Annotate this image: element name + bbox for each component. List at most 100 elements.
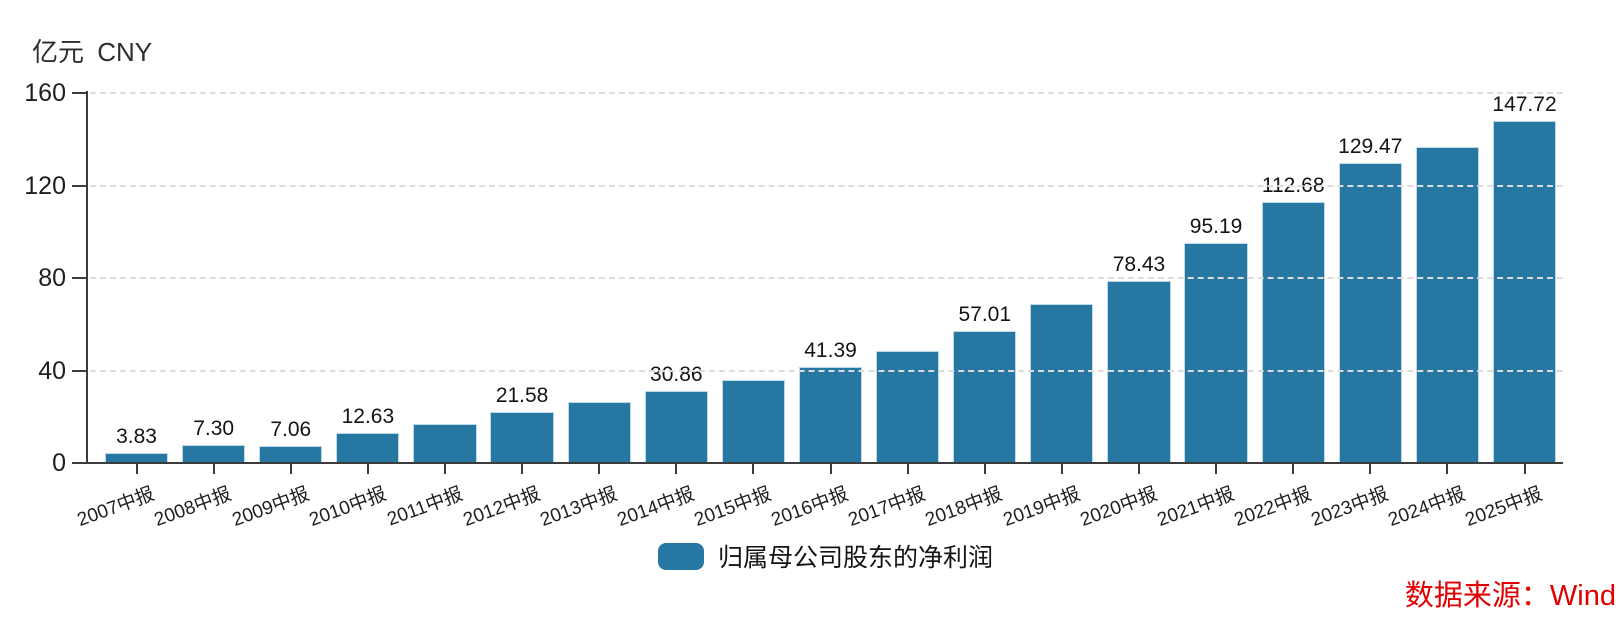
x-axis-tick xyxy=(1369,462,1372,474)
x-axis-tick xyxy=(135,462,138,474)
x-axis-tick xyxy=(366,462,369,474)
bar-2025中报 xyxy=(1492,121,1557,462)
bar-2014中报 xyxy=(644,390,708,462)
bar-value-label: 57.01 xyxy=(958,302,1012,326)
bar-2017中报 xyxy=(876,351,940,462)
x-axis-tick-label: 2016中报 xyxy=(768,483,852,531)
x-axis-tick xyxy=(906,462,909,474)
legend-swatch xyxy=(657,542,704,570)
bar-slot-2008中报: 7.30 2008中报 xyxy=(152,93,252,531)
y-axis-tick xyxy=(72,277,88,279)
x-axis-tick xyxy=(212,462,215,474)
bar-2020中报 xyxy=(1107,281,1171,462)
bar-slot-2018中报: 57.01 2018中报 xyxy=(923,93,1023,531)
y-axis-tick-label: 120 xyxy=(24,171,66,200)
bar-slot-2013中报: 2013中报 xyxy=(537,93,638,531)
x-axis-tick-label: 2018中报 xyxy=(923,483,1006,531)
gridline-80 xyxy=(90,277,1563,279)
y-axis-tick xyxy=(72,369,88,372)
y-axis-tick-label: 0 xyxy=(52,449,66,477)
bar-2021中报 xyxy=(1184,242,1248,462)
bar-2018中报 xyxy=(953,330,1017,462)
x-axis-tick-label: 2007中报 xyxy=(74,483,158,531)
x-axis-tick xyxy=(1292,462,1295,474)
x-axis-tick-label: 2022中报 xyxy=(1231,483,1315,531)
x-axis-tick-label: 2017中报 xyxy=(845,483,929,531)
bar-slot-2023中报: 129.47 2023中报 xyxy=(1309,93,1409,531)
bar-slot-2024中报: 2024中报 xyxy=(1386,93,1486,531)
x-axis-tick-label: 2024中报 xyxy=(1385,483,1469,531)
legend: 归属母公司股东的净利润 xyxy=(88,538,1563,574)
y-axis-tick xyxy=(72,184,88,187)
y-axis-tick-label: 160 xyxy=(24,79,66,107)
bar-2012中报 xyxy=(490,412,554,462)
x-axis-tick-label: 2025中报 xyxy=(1462,483,1546,531)
x-axis-tick xyxy=(598,462,601,474)
x-axis-tick-label: 2019中报 xyxy=(1000,483,1083,531)
x-axis-tick-label: 2012中报 xyxy=(460,483,544,531)
bar-slot-2007中报: 3.83 2007中报 xyxy=(75,93,175,531)
x-axis-tick xyxy=(1446,462,1449,474)
bar-slot-2016中报: 41.39 2016中报 xyxy=(769,93,869,531)
x-axis-tick xyxy=(675,462,678,474)
bar-value-label: 129.47 xyxy=(1338,135,1403,159)
bar-2010中报 xyxy=(336,432,400,462)
x-axis-tick-label: 2021中报 xyxy=(1154,483,1237,531)
x-axis-tick-label: 2015中报 xyxy=(691,483,775,531)
x-axis-tick-label: 2011中报 xyxy=(384,483,466,531)
x-axis-tick xyxy=(983,462,986,474)
bar-value-label: 21.58 xyxy=(495,384,549,408)
y-axis-tick-label: 80 xyxy=(38,264,66,292)
y-axis-unit-label: 亿元 CNY xyxy=(32,37,153,67)
bar-2013中报 xyxy=(567,402,631,462)
x-axis-tick-label: 2010中报 xyxy=(306,483,389,531)
bar-slot-2014中报: 30.86 2014中报 xyxy=(615,93,715,531)
x-axis-tick-label: 2008中报 xyxy=(151,483,235,531)
bar-2007中报 xyxy=(104,453,169,462)
bar-slot-2022中报: 112.68 2022中报 xyxy=(1231,93,1332,531)
x-axis-tick xyxy=(521,462,524,474)
gridline-40 xyxy=(90,369,1563,372)
bar-value-label: 78.43 xyxy=(1112,253,1166,277)
bar-value-label: 95.19 xyxy=(1189,214,1243,238)
bar-slot-2011中报: 2011中报 xyxy=(385,93,483,530)
bar-slot-2021中报: 95.19 2021中报 xyxy=(1154,93,1255,531)
x-axis-tick-label: 2023中报 xyxy=(1308,483,1392,531)
bar-slot-2020中报: 78.43 2020中报 xyxy=(1077,93,1177,531)
bar-slot-2009中报: 7.06 2009中报 xyxy=(229,93,329,531)
bar-slot-2025中报: 147.72 2025中报 xyxy=(1463,93,1563,531)
bar-2016中报 xyxy=(798,366,863,462)
bar-2015中报 xyxy=(721,379,786,462)
bar-2019中报 xyxy=(1030,303,1094,462)
bar-slot-2012中报: 21.58 2012中报 xyxy=(460,93,561,531)
bar-2008中报 xyxy=(182,445,246,462)
bar-value-label: 3.83 xyxy=(116,425,157,449)
bar-value-label: 41.39 xyxy=(804,338,857,362)
x-axis-tick xyxy=(289,462,292,474)
x-axis-tick xyxy=(1060,462,1063,474)
y-axis-tick xyxy=(72,92,88,94)
bar-2011中报 xyxy=(413,423,477,462)
bars-container: 3.83 2007中报 7.30 2008中报 7.06 2009中报 12.63 2010中… xyxy=(75,93,1563,531)
gridline-160 xyxy=(90,92,1563,94)
bar-slot-2010中报: 12.63 2010中报 xyxy=(306,93,406,531)
x-axis-tick xyxy=(443,462,446,474)
bar-slot-2015中报: 2015中报 xyxy=(692,93,792,531)
x-axis-tick xyxy=(1523,462,1526,474)
x-axis-tick xyxy=(1215,462,1218,474)
source-note: 数据来源：Wind xyxy=(1404,580,1616,612)
bar-2009中报 xyxy=(259,445,323,462)
bar-2022中报 xyxy=(1261,202,1325,462)
bar-2024中报 xyxy=(1415,146,1480,462)
bar-value-label: 147.72 xyxy=(1492,93,1557,117)
x-axis-tick xyxy=(1137,462,1140,474)
y-axis-tick-label: 40 xyxy=(38,356,66,385)
x-axis-tick-label: 2014中报 xyxy=(614,483,698,531)
x-axis-tick-label: 2013中报 xyxy=(537,483,621,531)
x-axis-tick xyxy=(752,462,755,474)
legend-label: 归属母公司股东的净利润 xyxy=(717,544,993,572)
bar-value-label: 30.86 xyxy=(650,362,703,386)
bar-value-label: 7.06 xyxy=(270,417,312,441)
x-axis-line xyxy=(86,462,1563,464)
